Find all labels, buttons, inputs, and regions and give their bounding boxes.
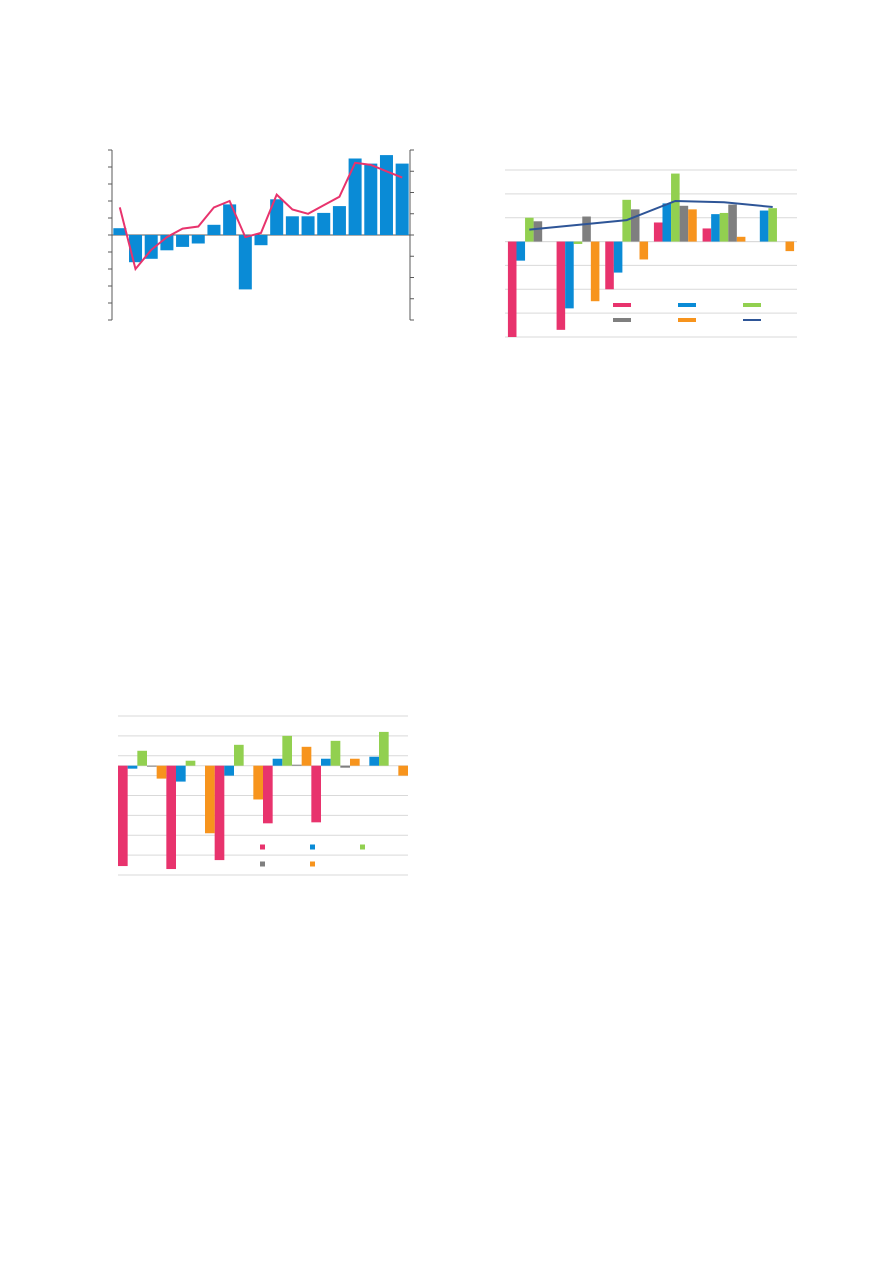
bar (736, 236, 746, 242)
bar (565, 241, 574, 309)
line-series (529, 199, 773, 231)
legend-swatch (260, 844, 265, 850)
bar (507, 241, 517, 337)
bar (238, 235, 252, 290)
bar (630, 209, 640, 242)
bar (166, 765, 176, 870)
bar (379, 155, 393, 235)
bar (137, 750, 147, 766)
bar (292, 764, 302, 766)
legend-swatch (678, 318, 696, 322)
bar (311, 765, 321, 823)
bar (282, 735, 292, 766)
bar (679, 205, 689, 242)
bar (350, 758, 360, 766)
bar (321, 758, 331, 766)
bar (759, 210, 769, 242)
bar (516, 241, 526, 261)
bar (688, 209, 697, 242)
bar (671, 173, 680, 242)
bar (590, 241, 600, 302)
bar (317, 212, 331, 235)
bar (364, 163, 378, 235)
bar (270, 199, 284, 235)
bar (340, 765, 350, 768)
bar (662, 203, 672, 242)
bar (582, 216, 591, 242)
bar (223, 204, 237, 235)
bar (224, 765, 234, 776)
bar (556, 241, 566, 330)
legend-swatch (310, 861, 315, 867)
bar (147, 765, 157, 767)
legend-swatch (678, 303, 696, 307)
bar (185, 760, 196, 766)
bar (573, 241, 583, 244)
bar (191, 235, 205, 244)
bar (254, 235, 268, 246)
bar (398, 765, 408, 776)
bar (234, 744, 244, 766)
bar (113, 228, 127, 235)
bar (605, 241, 614, 290)
bar (711, 214, 720, 242)
bar (369, 756, 379, 766)
bar (285, 216, 299, 235)
bar (301, 216, 315, 235)
bar (176, 765, 186, 782)
bar (214, 765, 225, 861)
bar (176, 235, 190, 247)
bar (395, 163, 409, 235)
bar (719, 212, 729, 242)
legend-swatch (613, 318, 631, 322)
bar (768, 208, 777, 242)
bar (156, 765, 167, 779)
legend-swatch (310, 844, 315, 850)
bar (639, 241, 649, 260)
bar (205, 765, 215, 834)
bar (301, 746, 312, 766)
bar (207, 224, 221, 235)
bar (728, 204, 737, 242)
legend-swatch (743, 303, 761, 307)
bar (653, 222, 663, 242)
bar (272, 758, 283, 766)
legend-swatch (360, 844, 365, 850)
bar (702, 228, 712, 242)
bar (348, 158, 362, 235)
bar (330, 740, 341, 766)
legend-swatch (613, 303, 631, 307)
bar (118, 765, 128, 867)
bar (613, 241, 623, 273)
line-series (118, 161, 403, 272)
bar (785, 241, 795, 252)
bar (253, 765, 263, 800)
legend-swatch (260, 861, 265, 867)
bar (533, 221, 543, 242)
bar (127, 765, 138, 769)
bar (263, 765, 273, 824)
bar (332, 206, 346, 235)
bar (379, 731, 389, 766)
